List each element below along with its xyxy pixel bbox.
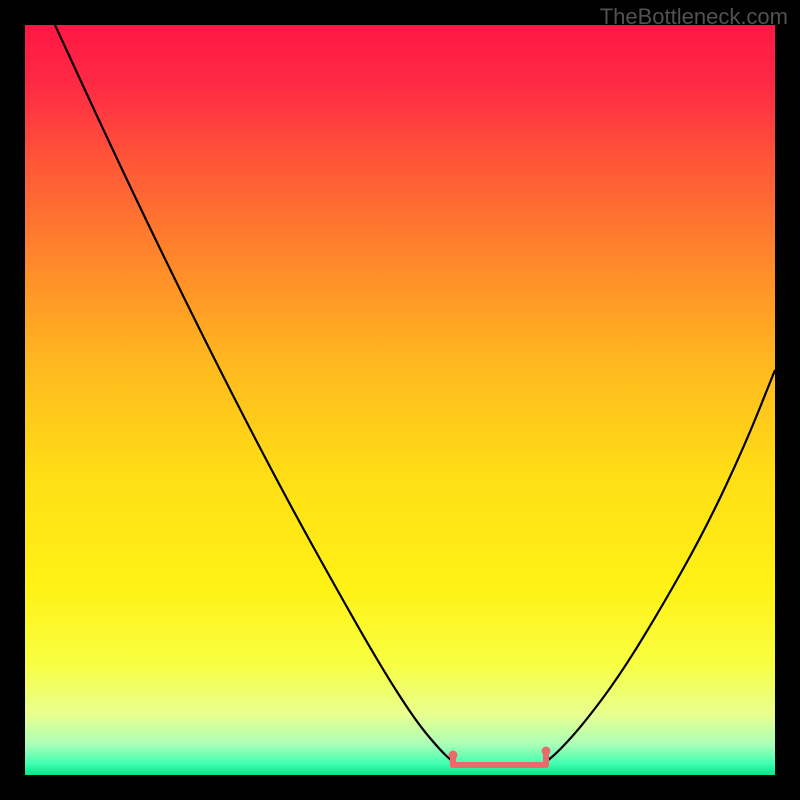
plot-area: [25, 25, 775, 775]
watermark-text: TheBottleneck.com: [600, 4, 788, 30]
curve-left-branch: [55, 25, 453, 762]
curve-right-branch: [546, 370, 775, 762]
curve-layer: [25, 25, 775, 775]
optimal-zone-marker: [449, 747, 551, 766]
